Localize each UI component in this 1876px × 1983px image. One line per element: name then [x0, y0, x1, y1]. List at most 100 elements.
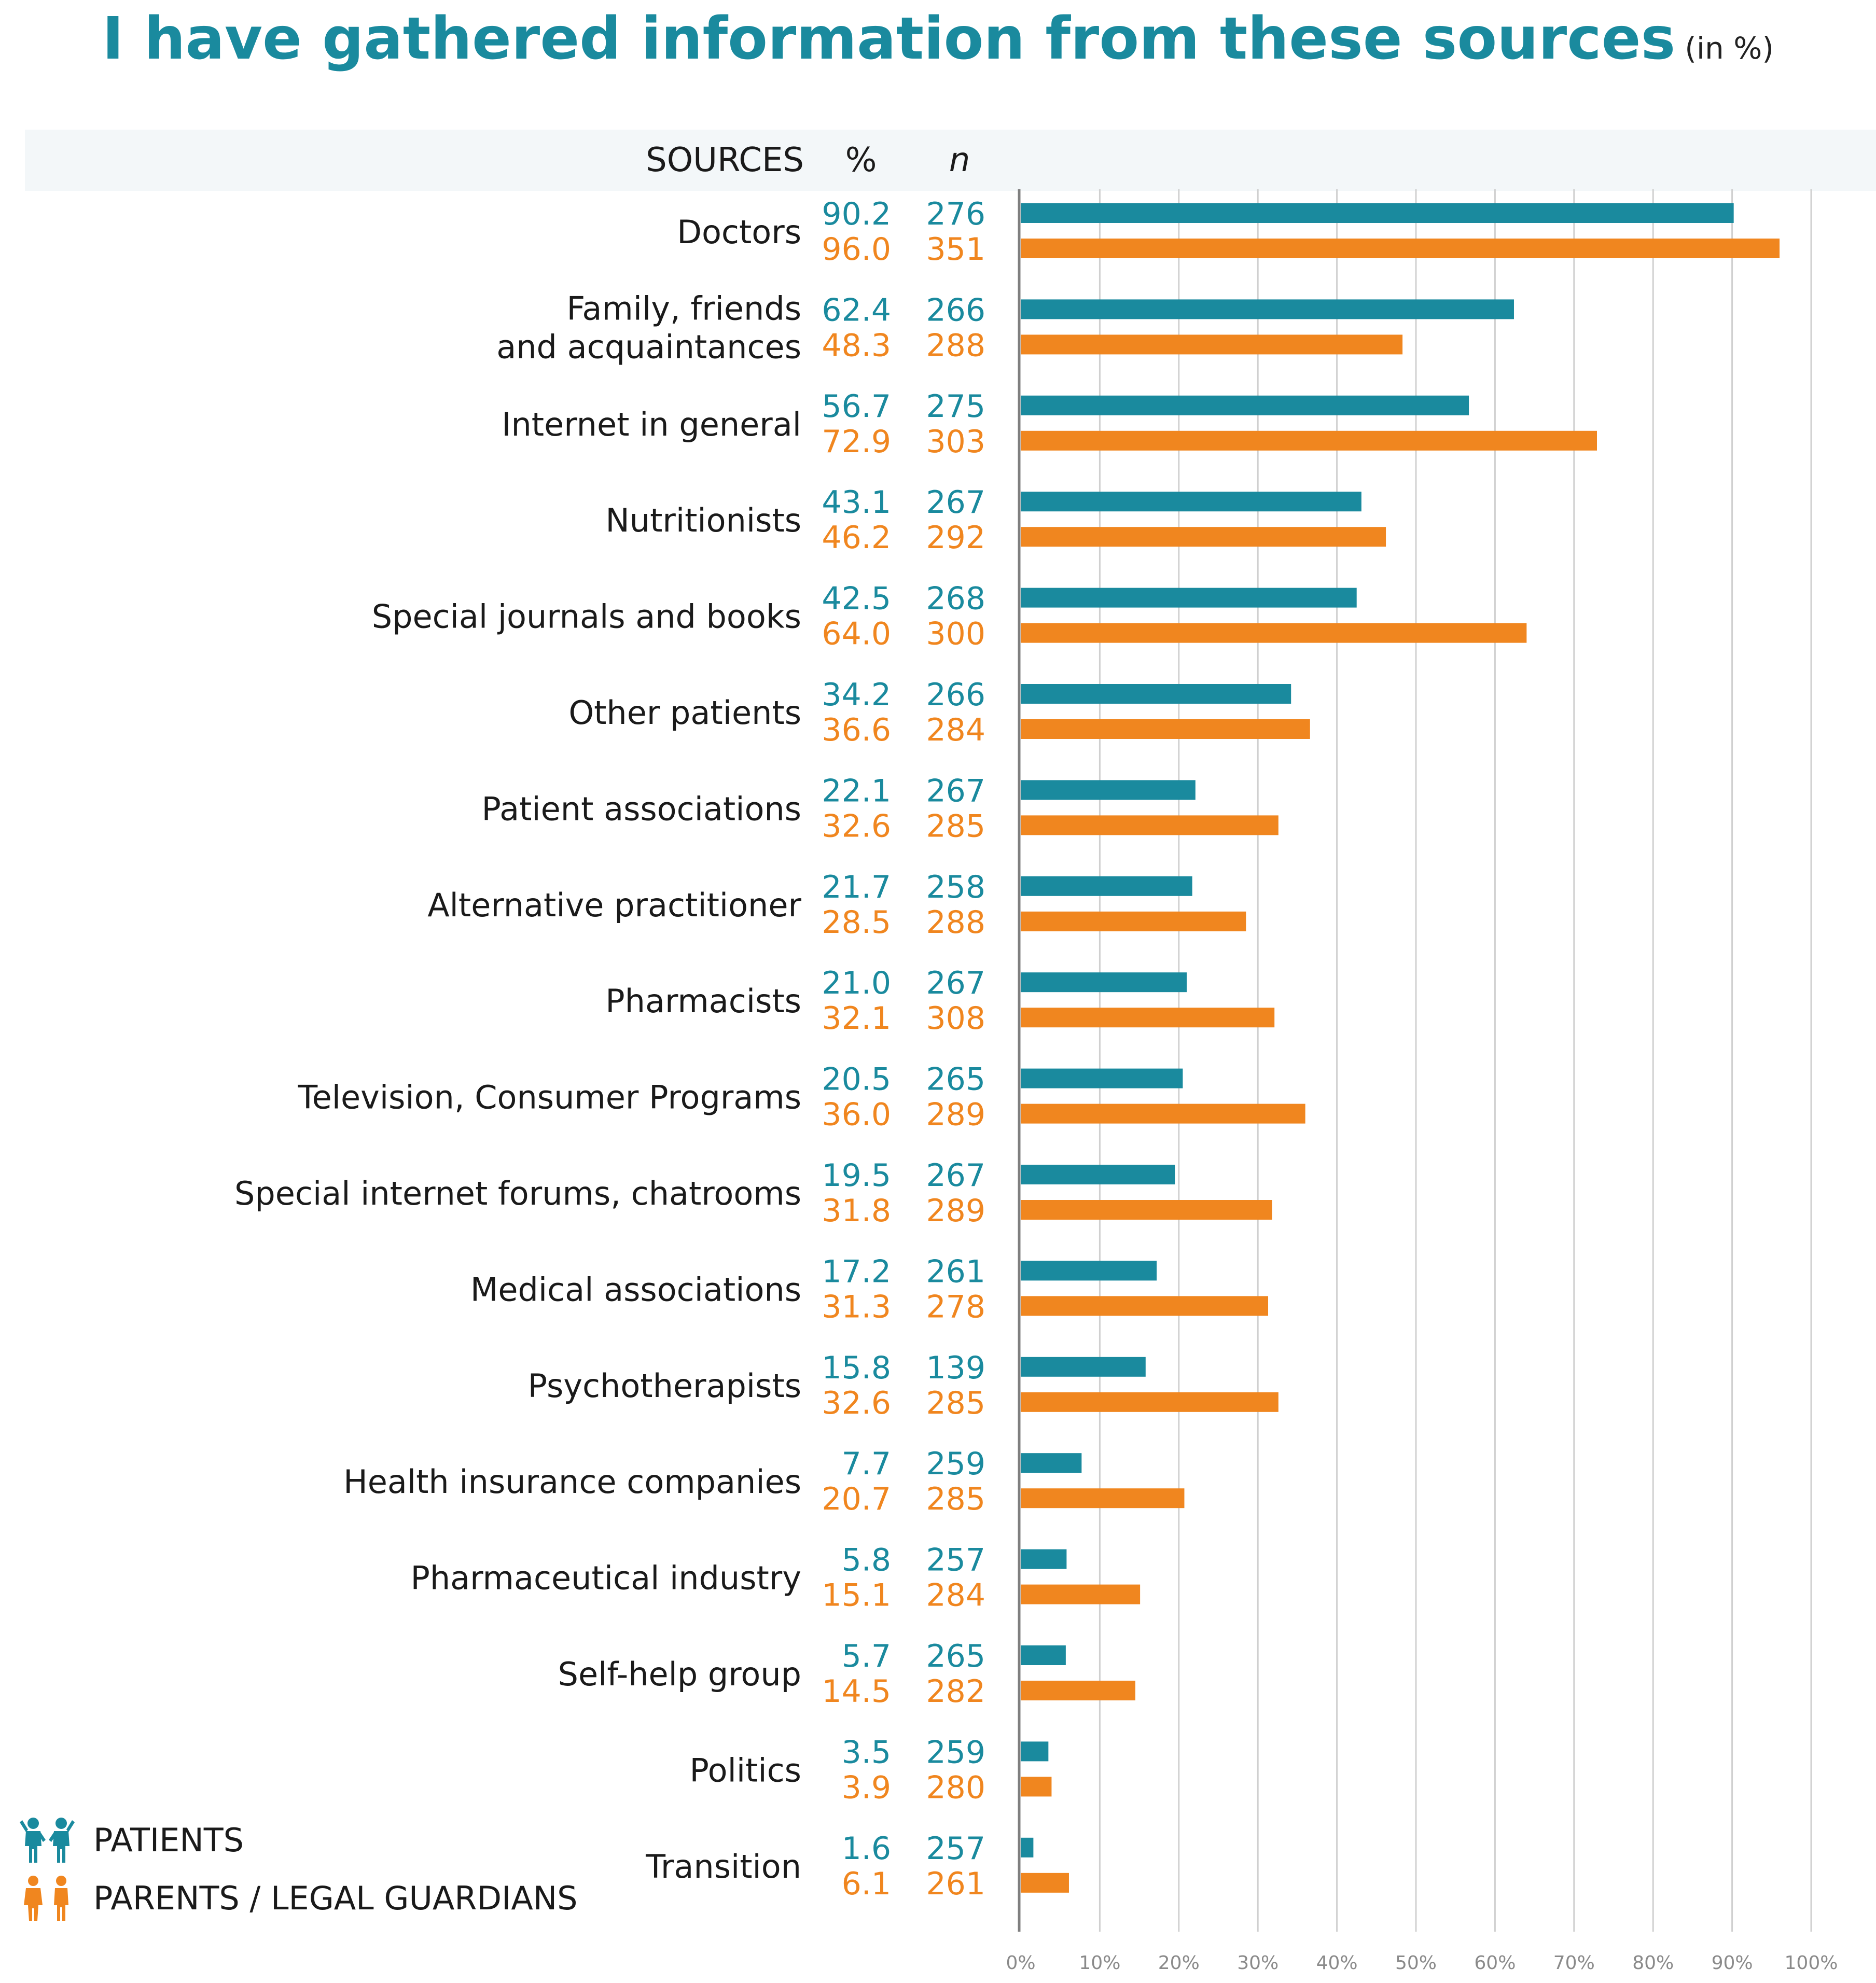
n-label-patients: 265 — [926, 1062, 985, 1098]
bar-parents — [1021, 719, 1310, 739]
n-label-patients: 267 — [926, 1157, 985, 1194]
x-tick-label: 100% — [1785, 1952, 1838, 1974]
bar-patients — [1021, 1357, 1146, 1377]
bar-parents — [1021, 623, 1527, 643]
x-tick-label: 20% — [1158, 1952, 1200, 1974]
percent-label-patients: 90.2 — [822, 196, 891, 232]
percent-label-parents: 36.0 — [822, 1097, 891, 1133]
category-label: Special internet forums, chatrooms — [234, 1175, 801, 1212]
x-tick-label: 30% — [1237, 1952, 1279, 1974]
bar-parents — [1021, 239, 1780, 258]
percent-label-patients: 19.5 — [822, 1157, 891, 1194]
n-label-patients: 275 — [926, 388, 985, 425]
category-label: Medical associations — [470, 1270, 801, 1308]
bar-patients — [1021, 1453, 1082, 1473]
x-tick-label: 40% — [1316, 1952, 1358, 1974]
n-label-parents: 289 — [926, 1097, 985, 1133]
bar-parents — [1021, 1008, 1275, 1028]
percent-label-parents: 96.0 — [822, 231, 891, 268]
percent-label-parents: 3.9 — [842, 1769, 891, 1806]
percent-label-parents: 48.3 — [822, 327, 891, 364]
n-label-patients: 258 — [926, 869, 985, 905]
percent-label-parents: 28.5 — [822, 904, 891, 941]
percent-label-patients: 17.2 — [822, 1253, 891, 1290]
x-tick-label: 0% — [1006, 1952, 1035, 1974]
bar-patients — [1021, 1837, 1034, 1858]
two-children-icon — [20, 1818, 75, 1863]
n-label-parents: 292 — [926, 520, 985, 556]
bar-parents — [1021, 1296, 1269, 1316]
n-label-parents: 351 — [926, 231, 985, 268]
bar-patients — [1021, 1261, 1157, 1281]
bar-parents — [1021, 527, 1386, 547]
bar-patients — [1021, 203, 1734, 223]
n-label-patients: 267 — [926, 773, 985, 809]
bar-patients — [1021, 299, 1514, 319]
bar-parents — [1021, 1104, 1305, 1124]
legend-label-parents: PARENTS / LEGAL GUARDIANS — [93, 1879, 578, 1917]
percent-label-patients: 43.1 — [822, 484, 891, 521]
x-tick-label: 70% — [1553, 1952, 1595, 1974]
percent-label-patients: 3.5 — [842, 1734, 891, 1770]
chart-title-unit: (in %) — [1685, 31, 1774, 66]
header-n: n — [949, 141, 970, 179]
bar-parents — [1021, 815, 1279, 835]
bar-parents — [1021, 430, 1597, 451]
category-label: and acquaintances — [496, 328, 801, 366]
percent-label-patients: 5.7 — [842, 1638, 891, 1674]
n-label-parents: 288 — [926, 904, 985, 941]
category-label: Self-help group — [558, 1655, 801, 1693]
x-tick-label: 50% — [1395, 1952, 1437, 1974]
percent-label-parents: 32.6 — [822, 808, 891, 844]
n-label-parents: 280 — [926, 1769, 985, 1806]
n-label-patients: 266 — [926, 677, 985, 713]
percent-label-parents: 72.9 — [822, 424, 891, 460]
percent-label-parents: 31.3 — [822, 1289, 891, 1325]
category-label: Television, Consumer Programs — [297, 1079, 801, 1116]
percent-label-parents: 15.1 — [822, 1577, 891, 1614]
n-label-patients: 267 — [926, 965, 985, 1001]
category-label: Pharmacists — [605, 982, 801, 1020]
n-label-parents: 300 — [926, 616, 985, 652]
header-percent: % — [845, 141, 877, 179]
category-label: Internet in general — [502, 406, 801, 443]
percent-label-parents: 32.6 — [822, 1385, 891, 1421]
chart-title-block: I have gathered information from these s… — [0, 0, 1876, 78]
x-tick-label: 80% — [1632, 1952, 1674, 1974]
bar-patients — [1021, 684, 1291, 704]
percent-label-patients: 42.5 — [822, 581, 891, 617]
bar-patients — [1021, 1068, 1183, 1088]
n-label-parents: 289 — [926, 1193, 985, 1229]
percent-label-patients: 22.1 — [822, 773, 891, 809]
n-label-patients: 266 — [926, 292, 985, 328]
two-adults-icon — [24, 1876, 68, 1921]
n-label-patients: 257 — [926, 1542, 985, 1579]
bar-parents — [1021, 334, 1403, 355]
percent-label-parents: 46.2 — [822, 520, 891, 556]
category-label: Other patients — [568, 694, 801, 732]
bar-patients — [1021, 972, 1187, 993]
n-label-parents: 303 — [926, 424, 985, 460]
bar-parents — [1021, 1873, 1069, 1893]
percent-label-parents: 14.5 — [822, 1673, 891, 1710]
percent-label-patients: 15.8 — [822, 1350, 891, 1386]
bar-parents — [1021, 1681, 1135, 1700]
x-tick-label: 90% — [1712, 1952, 1753, 1974]
category-label: Family, friends — [566, 289, 801, 327]
bar-patients — [1021, 780, 1196, 800]
n-label-patients: 257 — [926, 1831, 985, 1867]
percent-label-patients: 1.6 — [842, 1831, 891, 1867]
category-label: Transition — [645, 1848, 801, 1886]
bar-patients — [1021, 1549, 1067, 1569]
percent-label-patients: 21.0 — [822, 965, 891, 1001]
x-tick-label: 60% — [1474, 1952, 1516, 1974]
bar-parents — [1021, 911, 1246, 931]
category-label: Nutritionists — [605, 501, 801, 539]
n-label-patients: 267 — [926, 484, 985, 521]
percent-label-patients: 21.7 — [822, 869, 891, 905]
bar-parents — [1021, 1584, 1141, 1604]
percent-label-parents: 36.6 — [822, 712, 891, 748]
legend-label-patients: PATIENTS — [93, 1821, 244, 1859]
bar-patients — [1021, 1645, 1066, 1665]
